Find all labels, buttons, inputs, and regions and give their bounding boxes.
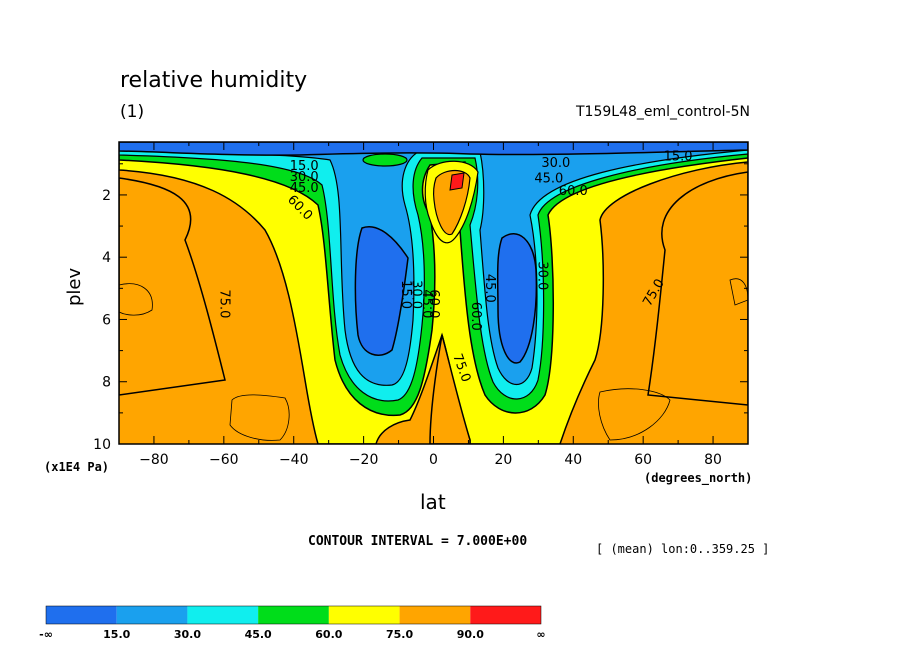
x-tick-label: 20: [494, 452, 512, 468]
fill-band-lightblue: [119, 142, 748, 386]
x-tick-label: −80: [139, 452, 169, 468]
colorbar-frame: [45, 605, 542, 625]
colorbar-label: 60.0: [315, 628, 342, 641]
colorbar-label: 45.0: [245, 628, 272, 641]
y-tick-label: 8: [102, 375, 111, 391]
units-label: (1): [120, 102, 145, 122]
dataset-label: T159L48_eml_control-5N: [576, 104, 750, 120]
colorbar-swatch: [187, 606, 259, 624]
contour-label: 15.0: [664, 150, 693, 165]
y-tick-label: 10: [93, 437, 111, 453]
colorbar-label: ∞: [536, 628, 545, 641]
contour-label: 30.0: [541, 156, 570, 171]
contour-line: [729, 278, 748, 306]
fill-band-deepblue-right: [496, 232, 538, 364]
contour-line: [598, 388, 671, 441]
contour-label: 60.0: [468, 302, 483, 331]
colorbar-label: 15.0: [103, 628, 130, 641]
axes: −80 −60 −40 −20 0 20 40 60 80 2 4 6 8 10: [93, 142, 749, 468]
colorbar-label: 30.0: [174, 628, 201, 641]
contour-label: 30.0: [290, 170, 319, 185]
colorbar-swatch: [116, 606, 188, 624]
colorbar-swatch: [328, 606, 400, 624]
x-tick-label: −40: [279, 452, 309, 468]
fill-band-orange-lower: [429, 334, 471, 444]
y-tick-label: 4: [102, 250, 111, 266]
colorbar-label: -∞: [39, 628, 53, 641]
chart-title: relative humidity: [120, 68, 308, 93]
x-tick-label: 0: [429, 452, 438, 468]
colorbar: -∞ 15.0 30.0 45.0 60.0 75.0 90.0 ∞: [39, 605, 546, 641]
contour-line: [119, 283, 153, 316]
contour-label: 15.0: [398, 280, 413, 309]
x-tick-label: 40: [564, 452, 582, 468]
colorbar-swatch: [46, 606, 117, 624]
x-tick-label: −60: [209, 452, 239, 468]
contour-label: 45.0: [482, 274, 497, 303]
y-tick-label: 2: [102, 188, 111, 204]
contour-field: [119, 142, 748, 444]
y-tick-label: 6: [102, 312, 111, 328]
x-tick-label: −20: [349, 452, 379, 468]
contour-label: 45.0: [534, 171, 563, 186]
contour-label: 60.0: [426, 289, 441, 318]
x-axis-title: lat: [420, 490, 446, 514]
colorbar-label: 75.0: [386, 628, 413, 641]
fill-band-orange-left: [119, 177, 226, 396]
fill-band-green-blob: [362, 153, 408, 167]
fill-band-cyan: [119, 142, 748, 402]
y-unit-label: (x1E4 Pa): [44, 460, 110, 474]
mean-note: [ (mean) lon:0..359.25 ]: [596, 542, 770, 556]
contour-label: 75.0: [216, 289, 231, 318]
contour-label: 45.0: [419, 289, 434, 318]
colorbar-swatch: [399, 606, 471, 624]
x-unit-label: (degrees_north): [644, 471, 753, 485]
colorbar-swatch: [470, 606, 541, 624]
contour-label: 45.0: [290, 181, 319, 196]
colorbar-label: 90.0: [457, 628, 484, 641]
contour-label: 60.0: [559, 184, 588, 199]
fill-band-red: [449, 172, 465, 191]
fill-band-green: [119, 142, 748, 417]
colorbar-swatch: [258, 606, 329, 624]
contour-line: [229, 394, 290, 441]
contour-label: 15.0: [290, 159, 319, 174]
fill-band-deepblue-left: [354, 226, 409, 356]
contour-label: 30.0: [534, 261, 549, 290]
x-tick-label: 60: [634, 452, 652, 468]
contour-label: 30.0: [409, 280, 424, 309]
x-tick-label: 80: [704, 452, 722, 468]
contour-interval-label: CONTOUR INTERVAL = 7.000E+00: [308, 534, 528, 549]
fill-band-orange-right: [647, 171, 748, 406]
